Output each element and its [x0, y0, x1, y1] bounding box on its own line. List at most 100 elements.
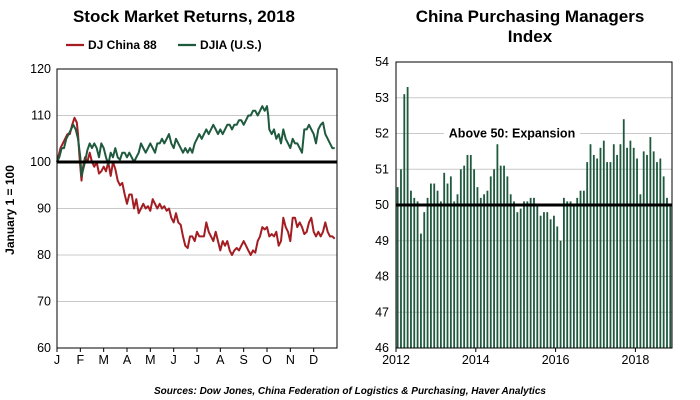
pmi-x-ticks: 2012 2014 2016 2018	[382, 348, 649, 367]
pmi-bar	[636, 158, 638, 348]
pmi-y-tick-label: 48	[375, 270, 389, 284]
stock-series-lines	[56, 105, 336, 256]
pmi-bar	[666, 197, 668, 348]
pmi-bar	[410, 190, 412, 348]
pmi-y-tick-label: 50	[375, 198, 389, 212]
pmi-bar	[496, 144, 499, 348]
pmi-bars	[396, 87, 672, 349]
pmi-bar	[549, 219, 552, 348]
pmi-bar	[523, 201, 525, 348]
pmi-y-tick-label: 47	[375, 305, 389, 319]
stock-x-tick-label: D	[309, 353, 318, 367]
pmi-bar	[413, 197, 416, 348]
stock-x-tick-label: A	[123, 353, 132, 367]
pmi-bar	[463, 165, 466, 348]
pmi-bar	[466, 154, 469, 348]
pmi-y-ticks: 46 47 48 49 50 51 52 53 54	[375, 55, 389, 355]
pmi-bar	[609, 162, 612, 348]
stock-y-tick-label: 100	[30, 155, 51, 169]
stock-legend: DJ China 88 DJIA (U.S.)	[66, 38, 262, 52]
legend-label-dj-china: DJ China 88	[88, 38, 157, 52]
pmi-bar	[429, 183, 432, 348]
pmi-bar	[426, 197, 429, 348]
stock-y-tick-label: 80	[37, 248, 51, 262]
stock-x-tick-label: F	[77, 353, 85, 367]
pmi-bar	[493, 169, 495, 348]
pmi-bar	[536, 205, 539, 348]
pmi-bar	[406, 87, 409, 348]
pmi-x-tick-label: 2018	[622, 353, 650, 367]
pmi-bar	[529, 197, 532, 348]
pmi-y-tick-label: 46	[375, 341, 389, 355]
stock-y-ticks: 60 70 80 90 100 110 120	[30, 62, 51, 355]
pmi-bar	[576, 197, 579, 348]
stock-x-tick-label: J	[54, 353, 60, 367]
pmi-bar	[602, 140, 605, 348]
pmi-bar	[486, 190, 489, 348]
pmi-bar	[606, 162, 609, 348]
pmi-bar	[659, 158, 662, 348]
pmi-bar	[499, 165, 502, 348]
pmi-bar	[539, 215, 542, 348]
pmi-bar	[423, 212, 426, 348]
pmi-chart-title-line-1: China Purchasing Managers	[416, 7, 645, 26]
pmi-bar	[479, 197, 482, 348]
pmi-bar	[416, 201, 419, 348]
pmi-bar	[403, 94, 406, 348]
pmi-bar	[439, 201, 442, 348]
pmi-bar	[586, 162, 589, 348]
pmi-bar	[616, 154, 619, 348]
sources-note: Sources: Dow Jones, China Federation of …	[154, 386, 546, 397]
pmi-bar	[546, 212, 549, 348]
pmi-bar	[433, 183, 436, 348]
pmi-bar	[509, 194, 512, 348]
pmi-bar	[446, 183, 449, 348]
pmi-bar	[483, 194, 485, 348]
pmi-chart: China Purchasing Managers Index 46 47 48 49…	[375, 7, 673, 367]
stock-gridlines	[57, 68, 337, 349]
pmi-bar	[476, 187, 479, 349]
pmi-bar	[469, 154, 472, 348]
pmi-bar	[519, 208, 522, 348]
pmi-annotation: Above 50: Expansion	[449, 127, 575, 141]
pmi-bar	[489, 176, 492, 348]
pmi-bar	[473, 169, 476, 348]
pmi-bar	[456, 194, 459, 348]
pmi-y-tick-label: 49	[375, 234, 389, 248]
pmi-bar	[566, 201, 569, 348]
stock-y-tick-label: 120	[30, 62, 51, 76]
stock-chart-title: Stock Market Returns, 2018	[73, 7, 295, 26]
pmi-bar	[612, 144, 615, 348]
pmi-bar	[622, 119, 625, 348]
pmi-bar	[646, 154, 648, 348]
pmi-bar	[642, 151, 645, 349]
stock-x-tick-label: A	[216, 353, 225, 367]
pmi-bar	[533, 197, 535, 348]
stock-x-tick-label: S	[239, 353, 247, 367]
pmi-bar	[559, 240, 562, 348]
pmi-y-tick-label: 54	[375, 55, 389, 69]
pmi-bar	[589, 144, 592, 348]
pmi-bar	[656, 162, 658, 348]
pmi-x-tick-label: 2016	[542, 353, 570, 367]
pmi-bar	[662, 176, 665, 348]
pmi-bar	[563, 197, 565, 348]
pmi-bar	[459, 169, 462, 348]
stock-y-tick-label: 70	[37, 295, 51, 309]
pmi-x-tick-label: 2014	[462, 353, 490, 367]
pmi-bar	[579, 190, 582, 348]
stock-y-axis-label: January 1 = 100	[3, 165, 17, 255]
pmi-bar	[436, 190, 439, 348]
stock-y-tick-label: 60	[37, 341, 51, 355]
pmi-bar	[453, 201, 456, 348]
pmi-bar	[400, 169, 402, 348]
pmi-annotation-background	[444, 124, 580, 142]
stock-x-tick-label: J	[194, 353, 200, 367]
stock-y-tick-label: 110	[31, 109, 51, 123]
pmi-x-tick-label: 2012	[382, 353, 410, 367]
stock-plot-frame	[56, 68, 338, 349]
djia-line	[56, 105, 335, 177]
dj-china-88-line	[56, 116, 336, 256]
pmi-bar	[582, 190, 585, 348]
